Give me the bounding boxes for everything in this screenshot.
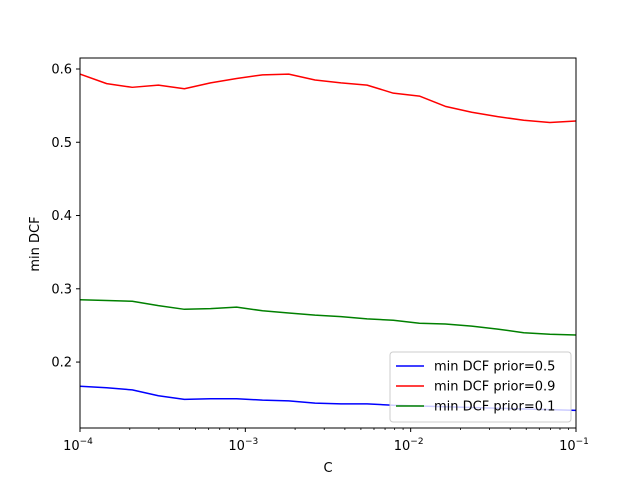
legend: min DCF prior=0.5 min DCF prior=0.9 min DC… bbox=[389, 351, 572, 423]
y-tick-label: 0.6 bbox=[51, 62, 72, 77]
series-line-1 bbox=[80, 73, 576, 124]
x-axis-label: C bbox=[323, 461, 332, 476]
y-tick-label: 0.3 bbox=[51, 282, 72, 297]
y-axis-label: min DCF bbox=[28, 216, 43, 271]
y-tick-label: 0.5 bbox=[51, 136, 72, 151]
legend-label-1: min DCF prior=0.9 bbox=[434, 380, 555, 395]
x-tick-label: 10−4 bbox=[63, 437, 93, 454]
plot-frame bbox=[79, 57, 577, 429]
x-tick-label: 10−2 bbox=[394, 437, 424, 454]
axes-layer: 10−4 10−3 10−2 10−1 0.2 0.3 0.4 0.5 0.6 bbox=[51, 57, 589, 454]
x-tick-label: 10−1 bbox=[559, 437, 589, 454]
series-line-2 bbox=[80, 299, 576, 336]
legend-box bbox=[389, 351, 572, 423]
y-tick-label: 0.2 bbox=[51, 356, 72, 371]
x-tick-label: 10−3 bbox=[228, 437, 258, 454]
legend-label-0: min DCF prior=0.5 bbox=[434, 360, 555, 375]
legend-label-2: min DCF prior=0.1 bbox=[434, 400, 555, 415]
y-tick-label: 0.4 bbox=[51, 209, 72, 224]
